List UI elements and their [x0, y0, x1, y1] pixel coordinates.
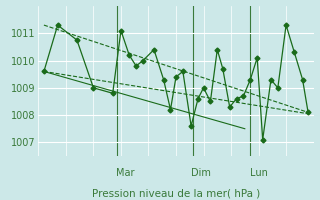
- Text: Lun: Lun: [250, 168, 268, 178]
- Text: Pression niveau de la mer( hPa ): Pression niveau de la mer( hPa ): [92, 189, 260, 199]
- Text: Dim: Dim: [191, 168, 211, 178]
- Text: Mar: Mar: [116, 168, 134, 178]
